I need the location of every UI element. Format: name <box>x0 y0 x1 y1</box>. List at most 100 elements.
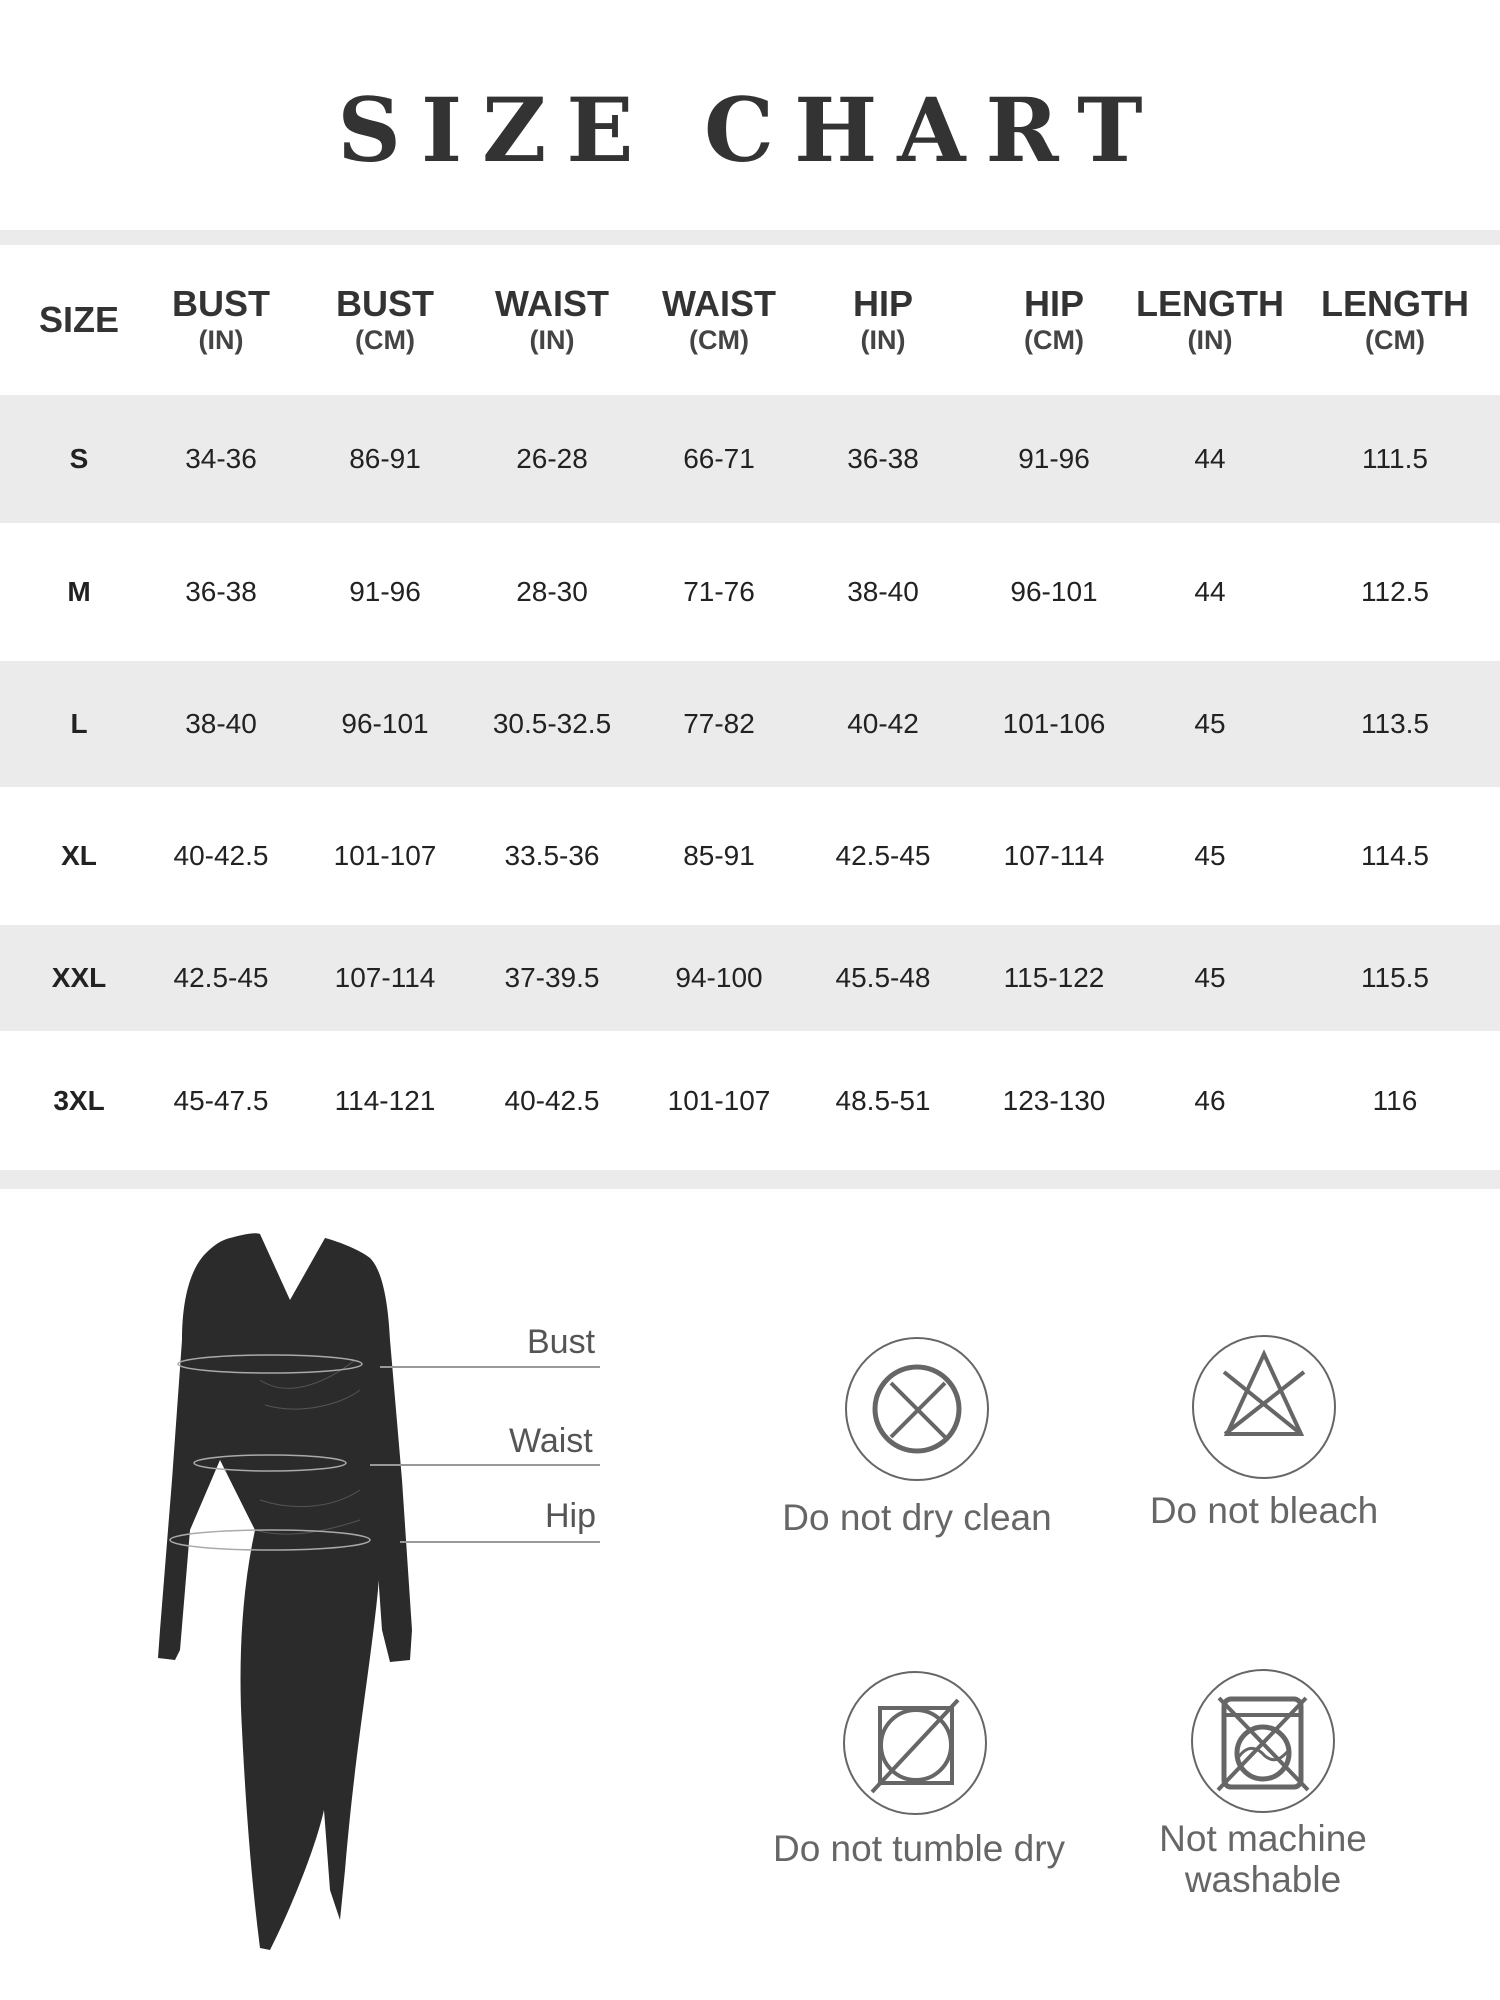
size-cell: 3XL <box>53 1084 105 1116</box>
table-cell: 44 <box>1194 443 1226 474</box>
header-unit: (CM) <box>355 325 415 355</box>
column-header: LENGTH (IN) <box>1136 245 1284 395</box>
table-row: M 36-38 91-96 28-30 71-76 38-40 96-101 44 112.5 <box>0 523 1500 661</box>
page-title: SIZE CHART <box>337 78 1163 182</box>
table-cell: 77-82 <box>683 708 755 739</box>
table-cell: 101-106 <box>1002 708 1106 739</box>
table-cell: 38-40 <box>185 708 257 739</box>
table-cell: 45 <box>1194 962 1226 993</box>
table-row: 3XL 45-47.5 114-121 40-42.5 101-107 48.5-51 12… <box>0 1031 1500 1170</box>
header-label: LENGTH <box>1321 283 1469 324</box>
table-cell: 34-36 <box>185 443 257 474</box>
header-label: BUST <box>172 283 270 324</box>
table-cell: 42.5-45 <box>173 962 269 993</box>
table-cell: 66-71 <box>683 443 755 474</box>
table-cell: 46 <box>1194 1084 1226 1116</box>
header-unit: (IN) <box>198 325 244 355</box>
table-cell: 107-114 <box>334 962 436 993</box>
size-cell: M <box>67 576 91 607</box>
table-row: L 38-40 96-101 30.5-32.5 77-82 40-42 101-106 45… <box>0 661 1500 787</box>
table-cell: 101-107 <box>667 1084 771 1116</box>
table-cell: 42.5-45 <box>835 840 931 871</box>
divider <box>0 230 1500 245</box>
table-cell: 114.5 <box>1361 840 1429 871</box>
table-row: XXL 42.5-45 107-114 37-39.5 94-100 45.5-48 115… <box>0 925 1500 1031</box>
care-label-no-tumble-dry: Do not tumble dry <box>772 1828 1066 1869</box>
care-label-no-bleach: Do not bleach <box>1149 1490 1379 1531</box>
table-cell: 114-121 <box>334 1084 436 1116</box>
column-header: HIP (IN) <box>853 245 913 395</box>
column-header: BUST (CM) <box>336 245 434 395</box>
table-cell: 107-114 <box>1003 840 1105 871</box>
table-cell: 37-39.5 <box>504 962 600 993</box>
table-cell: 36-38 <box>185 576 257 607</box>
table-cell: 36-38 <box>847 443 919 474</box>
table-row: XL 40-42.5 101-107 33.5-36 85-91 42.5-45 107-1… <box>0 787 1500 925</box>
care-label-line1: Not machine <box>1159 1818 1367 1859</box>
table-row: S 34-36 86-91 26-28 66-71 36-38 91-96 44 111.5 <box>0 395 1500 523</box>
table-cell: 45-47.5 <box>173 1084 269 1116</box>
care-label-no-machine-wash: Not machine washable <box>1159 1818 1367 1900</box>
no-machine-wash-icon <box>1191 1669 1335 1813</box>
table-cell: 30.5-32.5 <box>492 708 612 739</box>
table-cell: 112.5 <box>1361 576 1429 607</box>
header-label: HIP <box>1023 283 1085 324</box>
table-cell: 45 <box>1194 840 1226 871</box>
size-cell: XXL <box>51 962 107 993</box>
table-cell: 45.5-48 <box>835 962 931 993</box>
column-header: HIP (CM) <box>1024 245 1084 395</box>
size-cell: L <box>70 708 88 739</box>
table-cell: 115.5 <box>1361 962 1429 993</box>
table-cell: 71-76 <box>683 576 755 607</box>
table-cell: 111.5 <box>1362 443 1428 474</box>
bust-label: Bust <box>527 1323 596 1361</box>
table-cell: 40-42.5 <box>173 840 269 871</box>
header-unit: (CM) <box>1365 325 1425 355</box>
table-cell: 44 <box>1194 576 1226 607</box>
table-cell: 94-100 <box>675 962 763 993</box>
no-bleach-icon <box>1192 1335 1336 1479</box>
header-label: LENGTH <box>1136 283 1284 324</box>
table-cell: 45 <box>1194 708 1226 739</box>
table-cell: 33.5-36 <box>504 840 600 871</box>
table-cell: 85-91 <box>683 840 755 871</box>
size-cell: S <box>69 443 89 474</box>
header-unit: (CM) <box>689 325 749 355</box>
column-header: WAIST (IN) <box>495 245 609 395</box>
no-dry-clean-icon <box>845 1337 989 1481</box>
care-label-no-dry-clean: Do not dry clean <box>782 1497 1052 1538</box>
table-cell: 123-130 <box>1002 1084 1106 1116</box>
column-header: WAIST (CM) <box>662 245 776 395</box>
header-unit: (IN) <box>529 325 575 355</box>
no-tumble-dry-icon <box>843 1671 987 1815</box>
table-cell: 40-42 <box>847 708 919 739</box>
table-cell: 113.5 <box>1361 708 1429 739</box>
header-label: HIP <box>852 283 914 324</box>
header-label: SIZE <box>38 299 120 340</box>
care-label-line2: washable <box>1184 1859 1342 1900</box>
table-header: SIZE BUST (IN) BUST (CM) WAIST (IN) WAIST (CM) HI… <box>0 245 1500 395</box>
table-cell: 96-101 <box>1010 576 1098 607</box>
header-label: WAIST <box>495 283 609 324</box>
header-label: WAIST <box>662 283 776 324</box>
table-cell: 91-96 <box>1018 443 1090 474</box>
waist-label: Waist <box>509 1422 593 1460</box>
header-label: BUST <box>336 283 434 324</box>
table-cell: 48.5-51 <box>835 1084 931 1116</box>
column-header: SIZE <box>39 245 119 395</box>
column-header: LENGTH (CM) <box>1321 245 1469 395</box>
size-cell: XL <box>61 840 97 871</box>
waist-line <box>370 1464 600 1466</box>
table-cell: 101-107 <box>333 840 437 871</box>
table-cell: 38-40 <box>847 576 919 607</box>
header-unit: (IN) <box>1187 325 1233 355</box>
table-cell: 91-96 <box>349 576 421 607</box>
dress-illustration <box>158 1233 412 1950</box>
table-cell: 26-28 <box>516 443 588 474</box>
table-cell: 28-30 <box>516 576 588 607</box>
table-cell: 116 <box>1372 1084 1418 1116</box>
table-cell: 86-91 <box>349 443 421 474</box>
table-cell: 96-101 <box>341 708 429 739</box>
header-unit: (CM) <box>1024 325 1084 355</box>
table-cell: 40-42.5 <box>504 1084 600 1116</box>
